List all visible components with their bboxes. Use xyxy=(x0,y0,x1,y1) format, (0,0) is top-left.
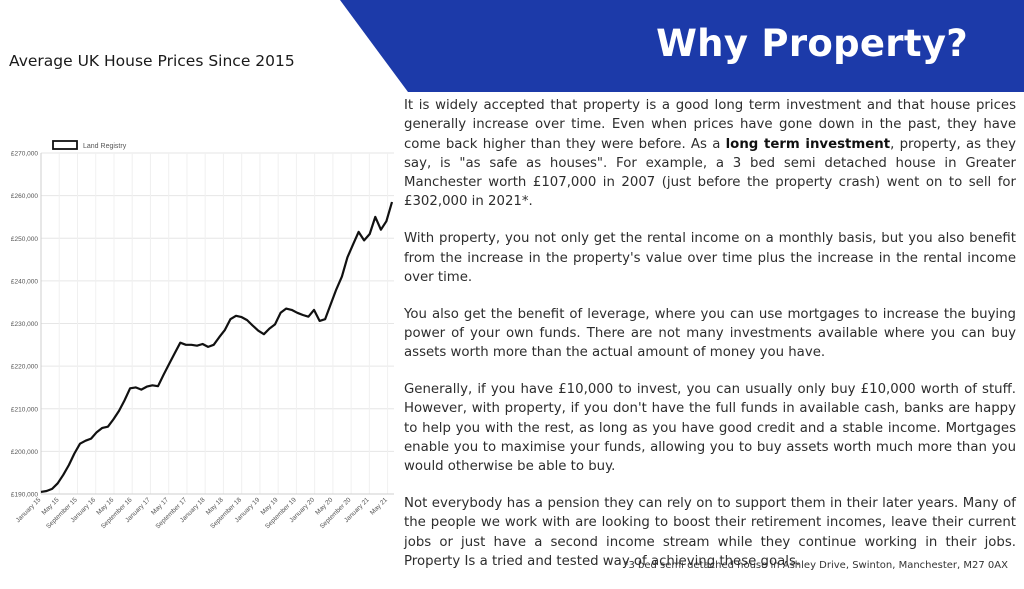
paragraph-3: You also get the benefit of leverage, wh… xyxy=(404,306,1016,361)
y-tick-label: £230,000 xyxy=(11,321,38,328)
x-tick-label: May 21 xyxy=(369,496,389,516)
footnote: *3 bed semi detached house in Ashley Dri… xyxy=(623,560,1008,571)
series-line-land-registry xyxy=(40,201,394,493)
paragraph-4: Generally, if you have £10,000 to invest… xyxy=(404,382,1016,475)
paragraph-1-end: , property, as they say, is "as safe as … xyxy=(404,136,1016,210)
y-tick-label: £190,000 xyxy=(11,492,38,499)
paragraph-1-start: It is widely accepted that property is a… xyxy=(404,98,1016,152)
y-tick-label: £270,000 xyxy=(11,151,38,158)
y-tick-label: £240,000 xyxy=(11,278,38,285)
body-text: It is widely accepted that property is a… xyxy=(404,96,1016,589)
house-price-chart: £190,000 £200,000 £210,000 £220,000 £230,000… xyxy=(11,140,394,530)
paragraph-1-bold: long term investment xyxy=(725,136,891,152)
page-title: Why Property? xyxy=(656,22,968,65)
legend-swatch xyxy=(52,140,78,150)
y-tick-label: £250,000 xyxy=(11,236,38,243)
paragraph-2: With property, you not only get the rent… xyxy=(404,231,1016,285)
y-tick-label: £220,000 xyxy=(11,364,38,371)
x-tick-label: January 15 xyxy=(15,496,43,524)
y-tick-label: £200,000 xyxy=(11,449,38,456)
y-tick-label: £260,000 xyxy=(11,193,38,200)
title-banner: Why Property? xyxy=(0,0,1024,92)
paragraph-5: Not everybody has a pension they can rel… xyxy=(404,496,1016,569)
banner-shape xyxy=(340,0,1024,92)
y-tick-label: £210,000 xyxy=(11,406,38,413)
chart-heading: Average UK House Prices Since 2015 xyxy=(9,52,295,70)
paragraph-1: It is widely accepted that property is a… xyxy=(404,96,1016,212)
legend-label: Land Registry xyxy=(83,143,127,150)
